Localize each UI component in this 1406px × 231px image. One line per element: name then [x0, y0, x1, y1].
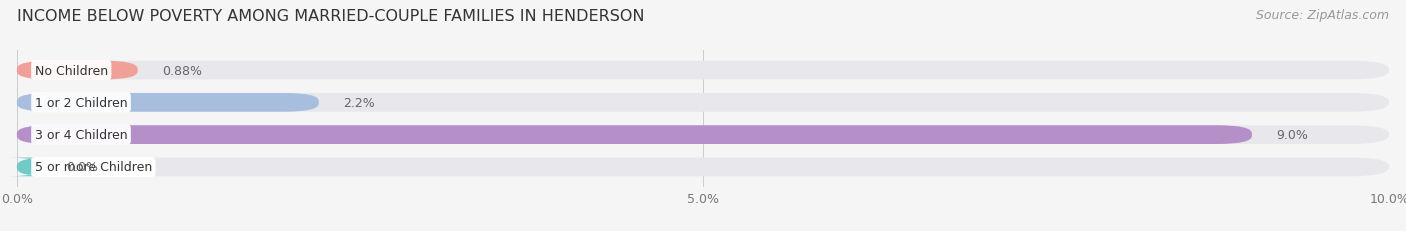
Text: 0.0%: 0.0%	[66, 161, 98, 174]
FancyBboxPatch shape	[17, 94, 319, 112]
Text: 0.88%: 0.88%	[162, 64, 202, 77]
Text: Source: ZipAtlas.com: Source: ZipAtlas.com	[1256, 9, 1389, 22]
Text: 5 or more Children: 5 or more Children	[35, 161, 152, 174]
Text: 1 or 2 Children: 1 or 2 Children	[35, 96, 128, 109]
FancyBboxPatch shape	[17, 94, 1389, 112]
Text: 2.2%: 2.2%	[343, 96, 375, 109]
FancyBboxPatch shape	[17, 126, 1389, 144]
Text: 9.0%: 9.0%	[1277, 129, 1309, 142]
Text: 3 or 4 Children: 3 or 4 Children	[35, 129, 128, 142]
FancyBboxPatch shape	[7, 158, 51, 176]
FancyBboxPatch shape	[17, 158, 1389, 176]
FancyBboxPatch shape	[17, 126, 1251, 144]
Text: INCOME BELOW POVERTY AMONG MARRIED-COUPLE FAMILIES IN HENDERSON: INCOME BELOW POVERTY AMONG MARRIED-COUPL…	[17, 9, 644, 24]
FancyBboxPatch shape	[17, 61, 138, 80]
FancyBboxPatch shape	[17, 61, 1389, 80]
Text: No Children: No Children	[35, 64, 108, 77]
